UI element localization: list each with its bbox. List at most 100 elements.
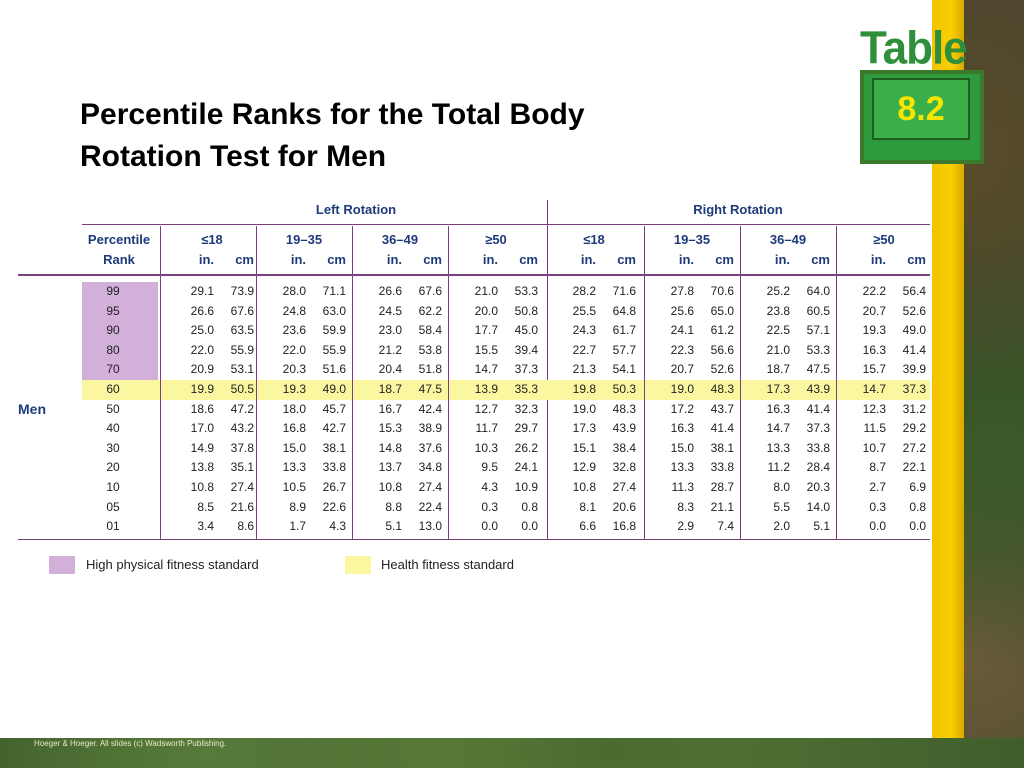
- group-label-left-rotation: Left Rotation: [315, 202, 397, 217]
- value-cell: 12.7: [474, 401, 498, 416]
- value-cell: 21.3: [572, 362, 596, 377]
- value-cell: 37.6: [418, 440, 442, 455]
- header-separator: [740, 226, 741, 274]
- value-cell: 50.8: [514, 303, 538, 318]
- value-cell: 10.9: [514, 480, 538, 494]
- value-cell: 37.3: [514, 362, 538, 377]
- value-cell: 0.0: [521, 519, 538, 534]
- value-cell: 43.7: [710, 401, 734, 416]
- value-cell: 41.4: [710, 421, 734, 436]
- header-unit-in: in.: [482, 252, 498, 267]
- header-unit-cm: cm: [327, 252, 346, 267]
- rank-cell: 20: [106, 460, 120, 475]
- legend-swatch-high: [49, 556, 75, 574]
- value-cell: 10.5: [282, 480, 306, 494]
- value-cell: 51.6: [322, 362, 346, 377]
- header-age-group: 19–35: [285, 232, 323, 247]
- body-separator: [352, 274, 353, 540]
- value-cell: 52.6: [710, 362, 734, 377]
- value-cell: 0.0: [481, 519, 498, 534]
- value-cell: 16.3: [670, 421, 694, 436]
- value-cell: 19.0: [670, 382, 694, 396]
- value-cell: 55.9: [230, 342, 254, 357]
- value-cell: 58.4: [418, 323, 442, 338]
- value-cell: 17.0: [190, 421, 214, 436]
- value-cell: 13.3: [766, 440, 790, 455]
- value-cell: 15.0: [282, 440, 306, 455]
- value-cell: 51.8: [418, 362, 442, 377]
- value-cell: 38.4: [612, 440, 636, 455]
- value-cell: 32.8: [612, 460, 636, 475]
- value-cell: 8.8: [385, 499, 402, 514]
- legend-label-high: High physical fitness standard: [86, 557, 259, 572]
- value-cell: 21.2: [378, 342, 402, 357]
- value-cell: 43.2: [230, 421, 254, 436]
- header-unit-cm: cm: [617, 252, 636, 267]
- value-cell: 43.9: [806, 382, 830, 396]
- value-cell: 67.6: [230, 303, 254, 318]
- value-cell: 64.0: [806, 284, 830, 298]
- value-cell: 56.6: [710, 342, 734, 357]
- value-cell: 7.4: [717, 519, 734, 534]
- value-cell: 13.7: [378, 460, 402, 475]
- value-cell: 28.4: [806, 460, 830, 475]
- header-separator: [256, 226, 257, 274]
- value-cell: 14.9: [190, 440, 214, 455]
- value-cell: 6.6: [579, 519, 596, 534]
- value-cell: 37.3: [806, 421, 830, 436]
- rank-cell: 80: [106, 342, 120, 357]
- rank-cell: 40: [106, 421, 120, 436]
- value-cell: 19.3: [282, 382, 306, 396]
- value-cell: 60.5: [806, 303, 830, 318]
- value-cell: 33.8: [806, 440, 830, 455]
- value-cell: 20.4: [378, 362, 402, 377]
- header-age-group: ≤18: [583, 232, 605, 247]
- value-cell: 8.6: [237, 519, 254, 534]
- header-age-group: ≤18: [201, 232, 223, 247]
- header-age-group: 19–35: [673, 232, 711, 247]
- value-cell: 57.7: [612, 342, 636, 357]
- value-cell: 21.6: [230, 499, 254, 514]
- value-cell: 16.7: [378, 401, 402, 416]
- value-cell: 38.9: [418, 421, 442, 436]
- credit-text: Hoeger & Hoeger. All slides (c) Wadswort…: [34, 739, 227, 748]
- value-cell: 49.0: [322, 382, 346, 396]
- value-cell: 65.0: [710, 303, 734, 318]
- value-cell: 2.7: [869, 480, 886, 494]
- header-separator: [448, 226, 449, 274]
- header-separator: [160, 226, 161, 274]
- group-header-rule: [82, 224, 930, 225]
- value-cell: 38.1: [322, 440, 346, 455]
- value-cell: 71.1: [322, 284, 346, 298]
- value-cell: 8.3: [677, 499, 694, 514]
- value-cell: 11.3: [671, 480, 694, 494]
- value-cell: 8.1: [579, 499, 596, 514]
- value-cell: 41.4: [902, 342, 926, 357]
- value-cell: 24.5: [378, 303, 402, 318]
- value-cell: 23.0: [378, 323, 402, 338]
- value-cell: 25.5: [572, 303, 596, 318]
- value-cell: 10.8: [190, 480, 214, 494]
- value-cell: 11.5: [863, 421, 886, 436]
- value-cell: 57.1: [806, 323, 830, 338]
- value-cell: 20.7: [670, 362, 694, 377]
- value-cell: 24.1: [514, 460, 538, 475]
- value-cell: 13.0: [418, 519, 442, 534]
- value-cell: 0.8: [909, 499, 926, 514]
- rank-cell: 50: [106, 401, 120, 416]
- page-title: Percentile Ranks for the Total Body Rota…: [80, 98, 585, 173]
- value-cell: 5.5: [773, 499, 790, 514]
- value-cell: 19.3: [862, 323, 886, 338]
- table-badge-inner: 8.2: [872, 78, 970, 140]
- value-cell: 15.7: [862, 362, 886, 377]
- value-cell: 52.6: [902, 303, 926, 318]
- value-cell: 22.1: [902, 460, 926, 475]
- value-cell: 20.9: [190, 362, 214, 377]
- value-cell: 42.7: [322, 421, 346, 436]
- value-cell: 4.3: [481, 480, 498, 494]
- value-cell: 71.6: [612, 284, 636, 298]
- value-cell: 8.5: [197, 499, 214, 514]
- value-cell: 29.1: [190, 284, 214, 298]
- value-cell: 43.9: [612, 421, 636, 436]
- value-cell: 22.3: [670, 342, 694, 357]
